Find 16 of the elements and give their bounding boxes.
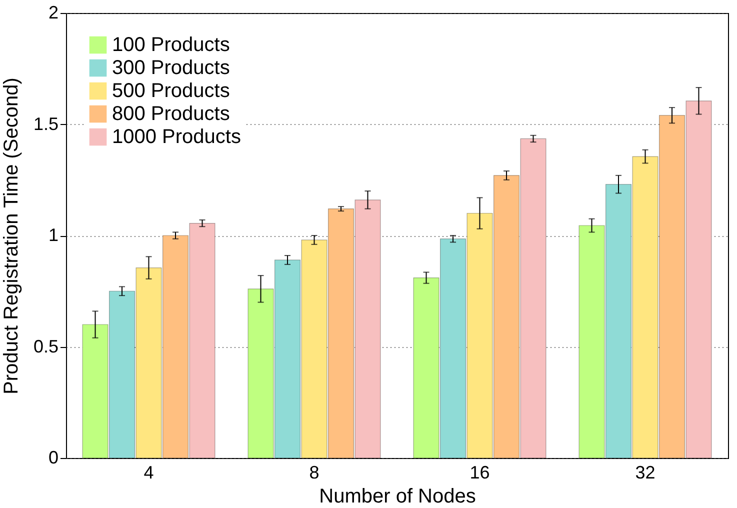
y-tick-label: 1.5 <box>33 114 58 134</box>
y-tick-label: 0 <box>48 448 58 468</box>
legend-label: 500 Products <box>112 80 230 102</box>
y-axis-title: Product Registration Time (Second) <box>0 78 22 394</box>
legend-label: 100 Products <box>112 34 230 56</box>
x-tick-label: 32 <box>635 462 656 482</box>
legend-label: 300 Products <box>112 57 230 79</box>
legend-label: 800 Products <box>112 103 230 125</box>
y-tick-label: 0.5 <box>33 336 58 356</box>
x-tick-label: 16 <box>470 462 490 482</box>
legend-label: 1000 Products <box>112 126 241 148</box>
y-tick-label: 1 <box>48 225 58 245</box>
x-axis-title: Number of Nodes <box>319 486 476 508</box>
x-tick-label: 8 <box>309 462 320 482</box>
x-tick-label: 4 <box>144 462 154 482</box>
y-tick-label: 2 <box>48 2 58 22</box>
